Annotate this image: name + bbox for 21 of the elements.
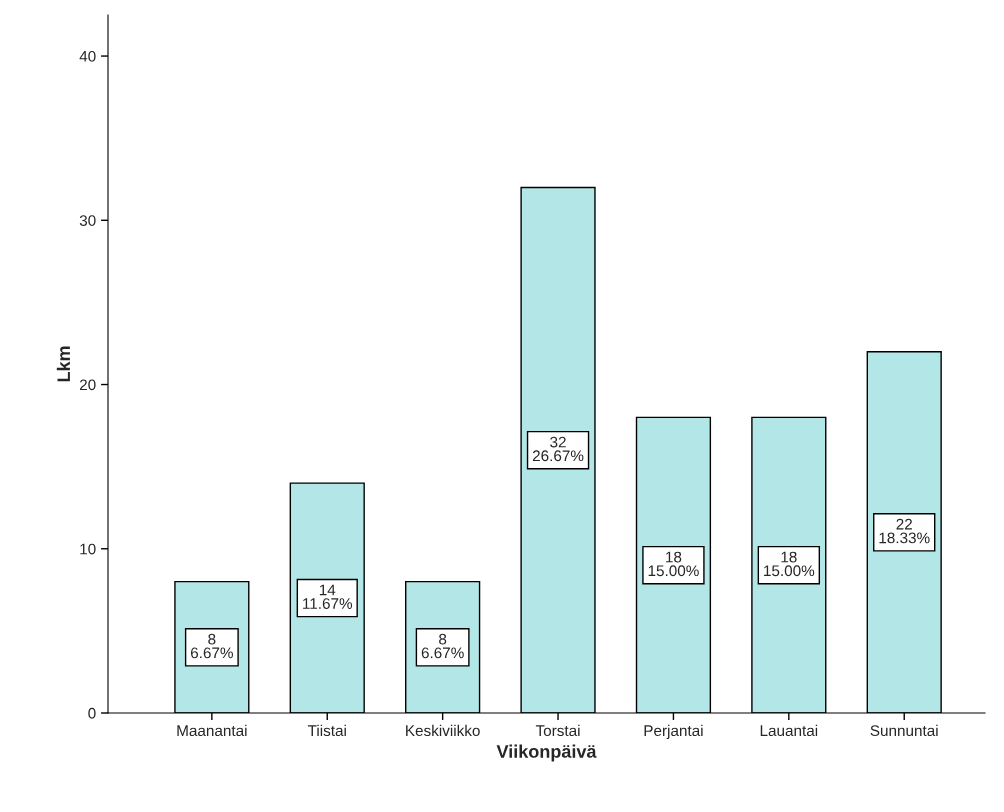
y-tick-label: 0 [88, 707, 96, 719]
data-label: 32 26.67% [532, 436, 584, 462]
x-tick-label: Perjantai [644, 724, 703, 740]
x-tick-label: Keskiviikko [406, 724, 480, 737]
x-tick-label: Lauantai [760, 724, 818, 737]
x-tick-label: Torstai [535, 724, 580, 737]
x-axis-title: Viikonpäivä [496, 744, 597, 762]
x-tick-label: Tiistai [307, 724, 346, 737]
y-axis-title: Lkm [56, 346, 70, 382]
data-label: 18 15.00% [764, 551, 815, 577]
data-label: 14 11.67% [303, 584, 353, 609]
data-label: 8 6.67% [421, 633, 464, 659]
y-tick-label: 40 [79, 50, 96, 62]
data-label: 8 6.67% [190, 633, 233, 659]
data-label: 22 18.33% [879, 518, 930, 544]
y-tick-label: 20 [79, 379, 96, 391]
x-tick-label: Sunnuntai [870, 724, 938, 737]
data-label: 18 15.00% [648, 551, 699, 577]
y-tick-label: 30 [79, 215, 96, 226]
y-tick-label: 10 [80, 543, 96, 555]
x-tick-label: Maanantai [177, 724, 247, 737]
